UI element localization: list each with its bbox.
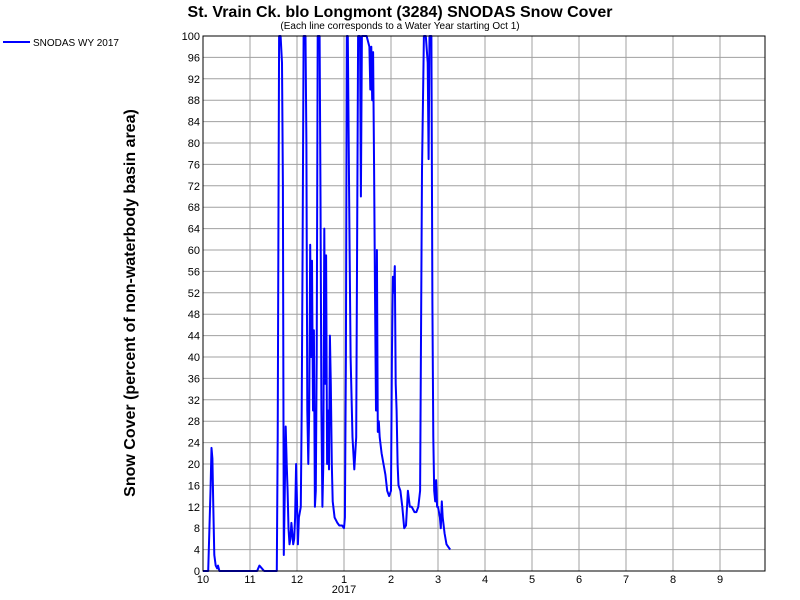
y-tick-label: 40 [188,352,200,364]
y-tick-label: 60 [188,245,200,257]
y-tick-label: 100 [182,31,200,43]
y-tick-label: 28 [188,416,200,428]
x-tick-label: 8 [670,574,676,586]
y-tick-label: 76 [188,159,200,171]
x-tick-label: 2 [388,574,394,586]
y-tick-label: 12 [188,502,200,514]
y-tick-label: 52 [188,288,200,300]
x-year-label: 2017 [332,584,356,596]
y-tick-label: 88 [188,95,200,107]
y-tick-label: 48 [188,309,200,321]
legend: SNODAS WY 2017 [3,38,119,49]
y-tick-label: 92 [188,74,200,86]
x-tick-label: 11 [244,574,255,586]
y-tick-label: 56 [188,266,200,278]
y-tick-label: 80 [188,138,200,150]
y-tick-label: 68 [188,202,200,214]
y-tick-label: 8 [194,523,200,535]
x-tick-label: 1 [341,574,347,586]
y-tick-label: 24 [188,438,200,450]
y-tick-label: 36 [188,373,200,385]
legend-label-wy2017: SNODAS WY 2017 [33,38,119,49]
x-tick-label: 6 [576,574,582,586]
x-tick-label: 10 [197,574,209,586]
y-tick-label: 84 [188,117,200,129]
y-tick-label: 44 [188,331,200,343]
plot-frame [202,35,766,572]
series-line-wy2017 [203,35,452,572]
chart-subtitle: (Each line corresponds to a Water Year s… [280,21,519,32]
y-tick-label: 0 [194,566,200,578]
y-tick-label: 16 [188,480,200,492]
y-tick-label: 20 [188,459,200,471]
y-tick-label: 4 [194,545,200,557]
y-tick-label: 96 [188,52,200,64]
x-tick-label: 7 [623,574,629,586]
x-tick-label: 9 [717,574,723,586]
x-tick-label: 12 [291,574,303,586]
chart-title: St. Vrain Ck. blo Longmont (3284) SNODAS… [188,4,613,21]
y-axis-label: Snow Cover (percent of non-waterbody bas… [122,109,139,497]
x-tick-label: 5 [529,574,535,586]
x-tick-label: 3 [435,574,441,586]
x-tick-label: 4 [482,574,488,586]
y-tick-label: 32 [188,395,200,407]
y-tick-label: 72 [188,181,200,193]
y-tick-label: 64 [188,224,200,236]
